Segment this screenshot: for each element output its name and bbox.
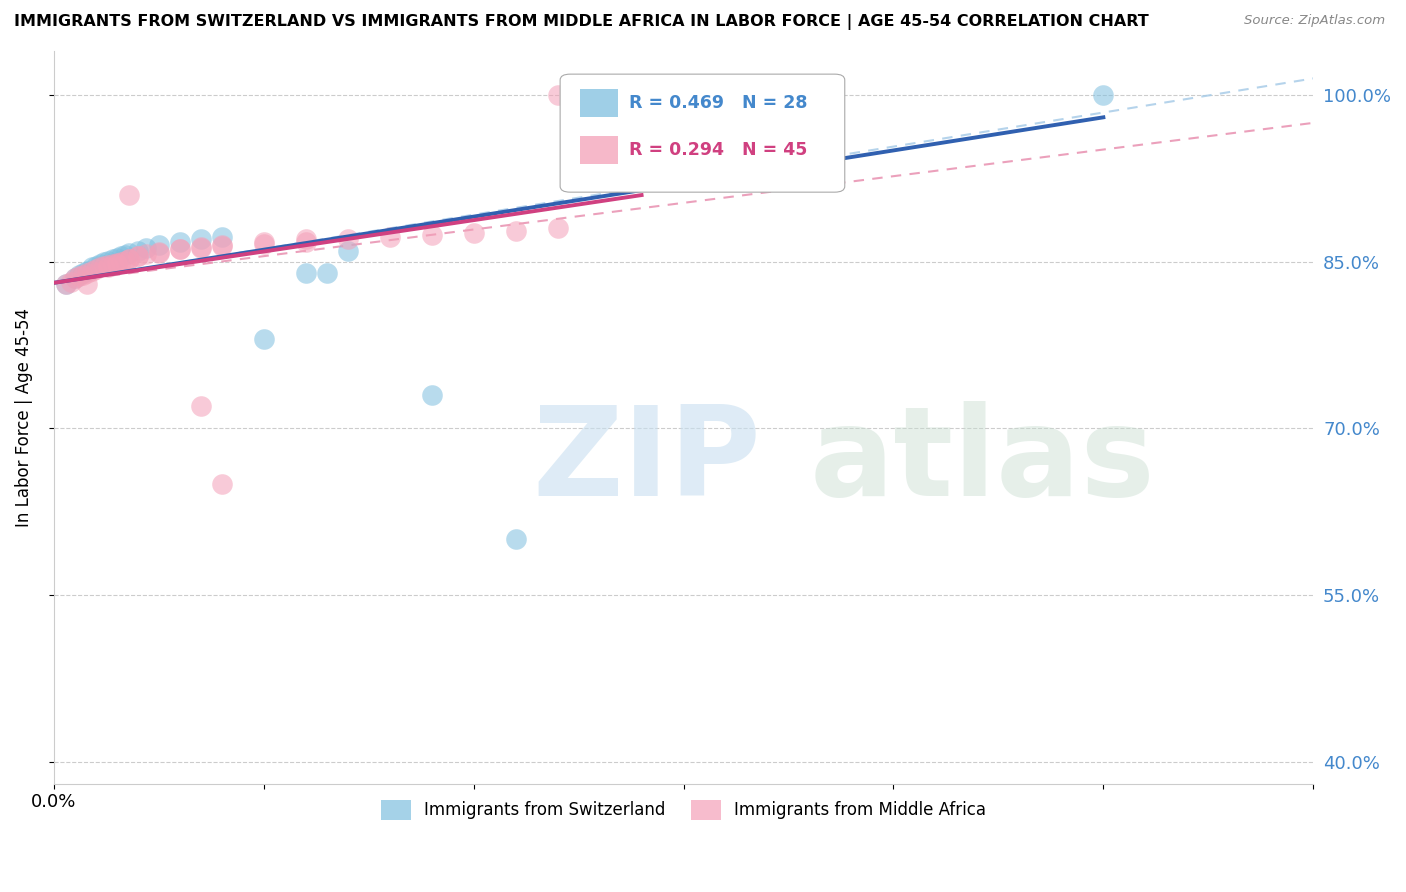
Point	[72, 266, 94, 280]
Point	[89, 260, 111, 275]
Point	[80, 260, 103, 275]
Point	[84, 262, 107, 277]
Point	[127, 249, 149, 263]
Text: atlas: atlas	[810, 401, 1156, 522]
Point	[336, 232, 359, 246]
Point	[148, 238, 170, 252]
Point	[463, 226, 485, 240]
Point	[118, 245, 141, 260]
Point	[211, 239, 233, 253]
Point	[294, 266, 316, 280]
Text: ZIP: ZIP	[533, 401, 761, 522]
Point	[110, 254, 132, 268]
Y-axis label: In Labor Force | Age 45-54: In Labor Force | Age 45-54	[15, 308, 32, 526]
Point	[101, 252, 124, 267]
Point	[84, 259, 107, 273]
Point	[336, 244, 359, 258]
Point	[420, 228, 443, 243]
Point	[505, 533, 527, 547]
FancyBboxPatch shape	[560, 74, 845, 192]
Point	[97, 253, 120, 268]
Point	[67, 269, 90, 284]
Point	[76, 263, 98, 277]
Point	[169, 243, 191, 257]
Point	[1092, 88, 1115, 103]
Legend: Immigrants from Switzerland, Immigrants from Middle Africa: Immigrants from Switzerland, Immigrants …	[374, 793, 993, 827]
Point	[55, 277, 77, 291]
Point	[547, 221, 569, 235]
Point	[93, 259, 115, 273]
Point	[253, 235, 276, 249]
Point	[105, 257, 128, 271]
Point	[105, 256, 128, 270]
Point	[63, 271, 86, 285]
Point	[101, 257, 124, 271]
Point	[97, 258, 120, 272]
Point	[190, 399, 212, 413]
Point	[80, 263, 103, 277]
Point	[190, 232, 212, 246]
FancyBboxPatch shape	[581, 89, 619, 117]
Point	[93, 254, 115, 268]
Point	[135, 247, 157, 261]
Point	[378, 230, 401, 244]
Point	[105, 252, 128, 266]
Point	[55, 277, 77, 291]
Point	[76, 277, 98, 291]
Point	[89, 257, 111, 271]
Point	[118, 252, 141, 267]
Point	[148, 244, 170, 259]
Point	[127, 244, 149, 258]
Point	[315, 266, 337, 280]
Point	[169, 243, 191, 257]
Point	[67, 268, 90, 282]
Point	[114, 248, 136, 262]
Point	[505, 224, 527, 238]
FancyBboxPatch shape	[581, 136, 619, 164]
Point	[114, 253, 136, 268]
Text: R = 0.469   N = 28: R = 0.469 N = 28	[630, 94, 808, 112]
Point	[420, 388, 443, 402]
Point	[211, 230, 233, 244]
Point	[135, 241, 157, 255]
Point	[72, 268, 94, 282]
Point	[63, 271, 86, 285]
Point	[190, 240, 212, 254]
Point	[110, 249, 132, 263]
Point	[294, 235, 316, 249]
Text: IMMIGRANTS FROM SWITZERLAND VS IMMIGRANTS FROM MIDDLE AFRICA IN LABOR FORCE | AG: IMMIGRANTS FROM SWITZERLAND VS IMMIGRANT…	[14, 14, 1149, 30]
Point	[118, 188, 141, 202]
Point	[76, 266, 98, 280]
Point	[211, 476, 233, 491]
Point	[294, 232, 316, 246]
Point	[59, 275, 82, 289]
Point	[190, 241, 212, 255]
Point	[97, 260, 120, 275]
Point	[148, 245, 170, 260]
Point	[253, 333, 276, 347]
Point	[169, 235, 191, 249]
Point	[118, 252, 141, 267]
Text: Source: ZipAtlas.com: Source: ZipAtlas.com	[1244, 14, 1385, 28]
Point	[211, 238, 233, 252]
Point	[127, 249, 149, 263]
Point	[547, 88, 569, 103]
Point	[253, 236, 276, 251]
Text: R = 0.294   N = 45: R = 0.294 N = 45	[630, 141, 808, 160]
